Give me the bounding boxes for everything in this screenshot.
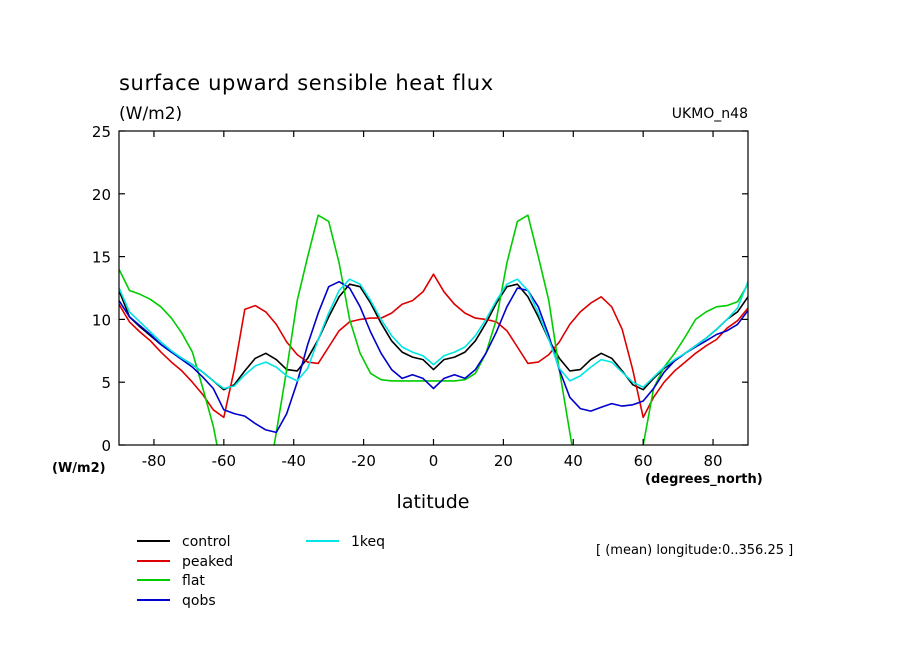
mean-longitude-note: [ (mean) longitude:0..356.25 ] — [596, 543, 793, 558]
x-tick-label: 0 — [429, 452, 439, 470]
model-label: UKMO_n48 — [672, 106, 748, 122]
y-units-bottom-label: (W/m2) — [52, 461, 106, 476]
plot-frame — [118, 130, 749, 446]
series-line-flat — [119, 214, 748, 445]
axes-layer: 0 5 10 15 20 25 -80 -60 -40 -20 0 20 40 60 80 — [92, 123, 748, 470]
legend-label-qobs: qobs — [182, 593, 216, 609]
legend-label-control: control — [182, 534, 231, 550]
x-tick-label: 40 — [564, 452, 583, 470]
legend-label-flat: flat — [182, 573, 205, 589]
series-line-qobs — [119, 280, 748, 434]
y-tick-label: 20 — [92, 186, 111, 204]
x-tick-label: 60 — [634, 452, 653, 470]
x-tick-label: 20 — [494, 452, 513, 470]
y-tick-label: 0 — [101, 437, 111, 455]
y-tick-label: 10 — [92, 311, 111, 329]
x-tick-label: -40 — [281, 452, 306, 470]
legend-label-1keq: 1keq — [351, 534, 385, 550]
legend-label-peaked: peaked — [182, 554, 233, 570]
x-tick-label: -80 — [142, 452, 167, 470]
x-tick-label: -20 — [351, 452, 376, 470]
y-tick-label: 25 — [92, 123, 111, 141]
series-line-peaked — [119, 273, 748, 419]
x-axis-title: latitude — [397, 491, 470, 513]
y-tick-label: 15 — [92, 249, 111, 267]
series-line-control — [119, 283, 748, 391]
units-label: (W/m2) — [119, 104, 182, 124]
series-line-1keq — [119, 278, 748, 390]
chart-title: surface upward sensible heat flux — [119, 71, 494, 95]
series-layer — [119, 214, 748, 445]
x-units-label: (degrees_north) — [645, 472, 763, 487]
legend: control peaked flat qobs 1keq — [137, 534, 385, 609]
y-tick-label: 5 — [101, 374, 111, 392]
x-tick-label: -60 — [212, 452, 237, 470]
x-tick-label: 80 — [704, 452, 723, 470]
